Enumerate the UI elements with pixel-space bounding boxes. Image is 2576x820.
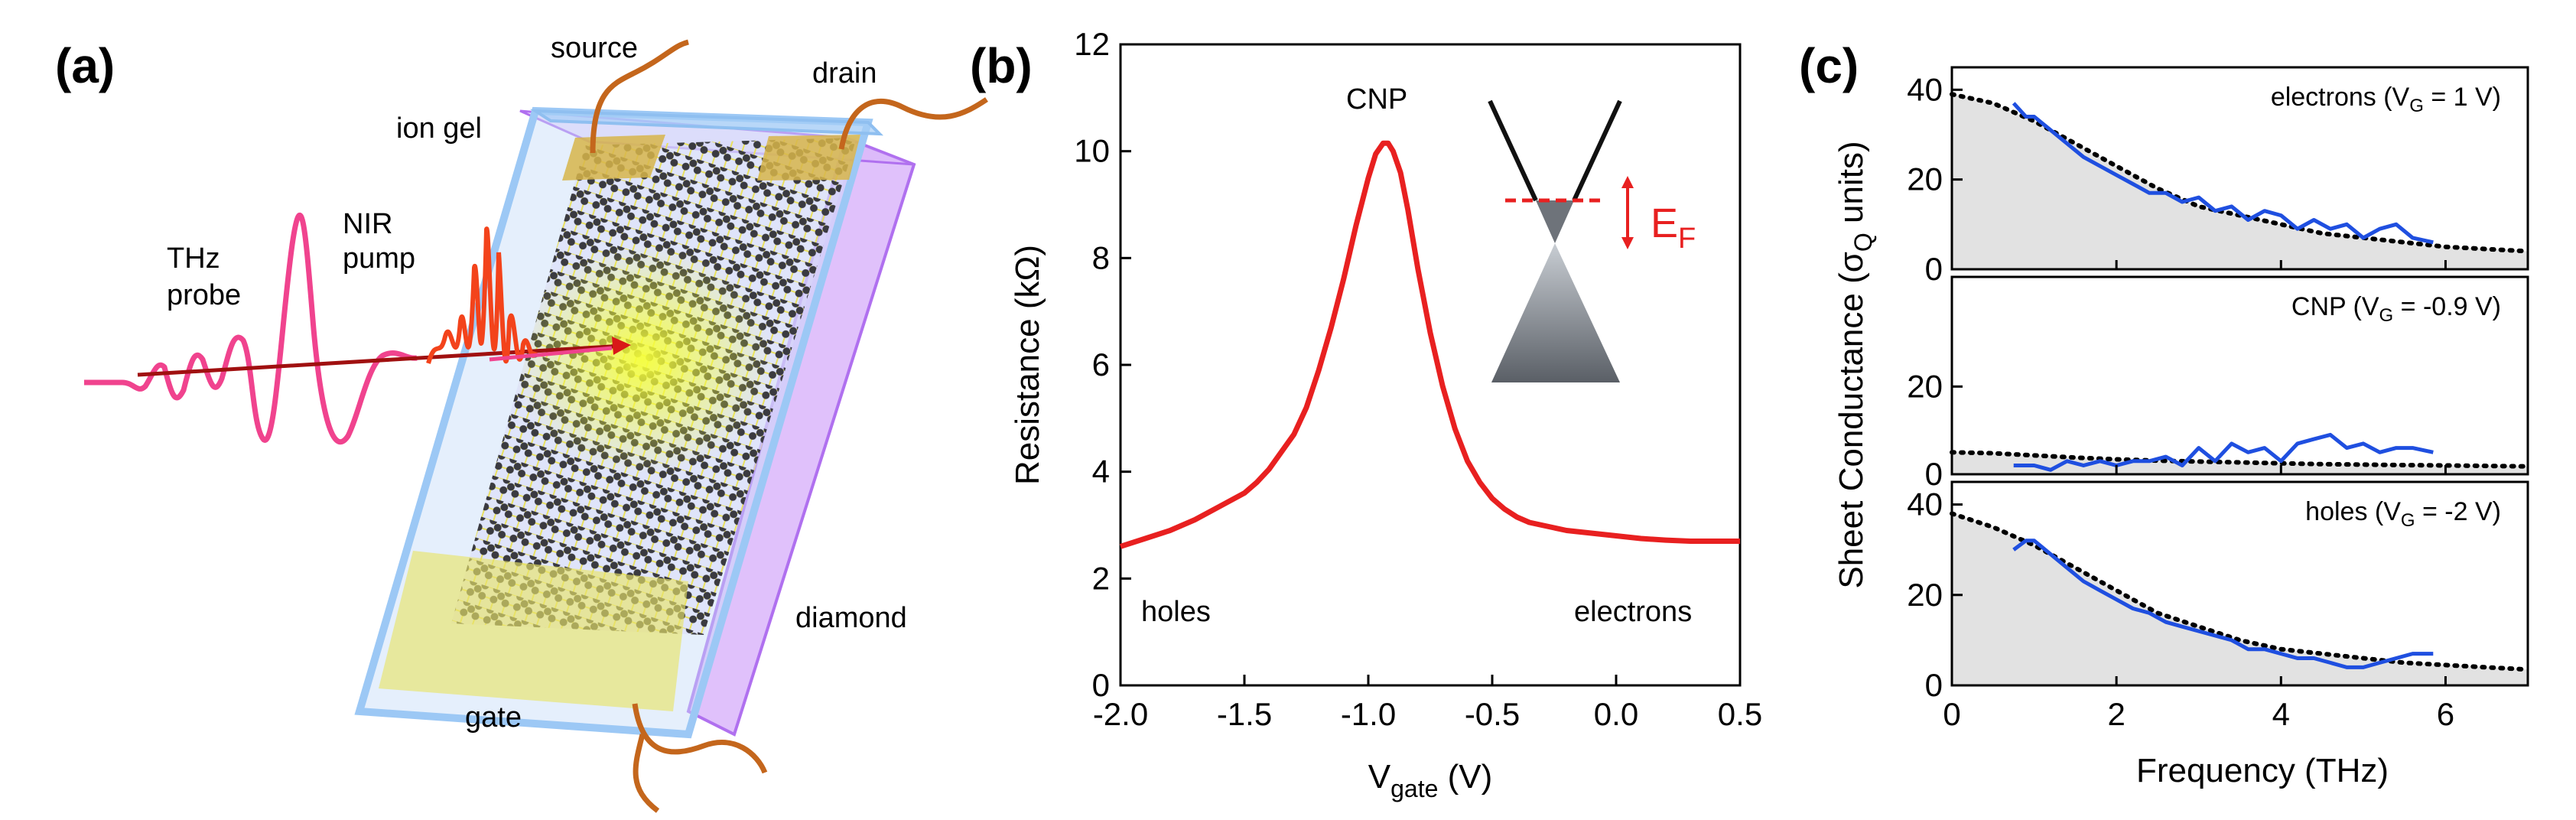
conductance-axis-label: Sheet Conductance (σQ units) [1833,141,1877,588]
resistance-axis-ticks: -2.0 -1.5 -1.0 -0.5 0.0 0.5 0 2 4 6 8 10 12 [1074,26,1762,732]
drain-contact [757,135,860,181]
y-tick-label: 0 [1925,251,1943,287]
x-tick-label: -2.0 [1093,696,1148,732]
gate-contact [379,551,688,711]
dirac-cone-right-edge [1572,99,1622,202]
resistance-axis-label: Resistance (kΩ) [1009,245,1046,485]
y-tick-label: 2 [1092,560,1110,596]
panel-b: (b) -2.0 -1.5 -1.0 -0.5 0.0 0.5 0 2 4 6 8 10 12 EF C… [970,26,1762,802]
subplot-frame [1950,66,2529,271]
y-tick-label: 20 [1907,368,1943,404]
thz-probe-wave [84,213,418,445]
source-wire [590,39,689,154]
fit-area [1952,94,2528,269]
gate-label: gate [465,701,522,734]
x-tick-label: 6 [2437,696,2454,732]
dirac-cone-inset: EF [1488,99,1696,382]
x-tick-label: -1.0 [1341,696,1396,732]
holes-label: holes [1141,596,1211,628]
panel-a: (a) source drain ion gel [55,32,988,813]
diamond-label: diamond [795,602,907,634]
frequency-axis-label: Frequency (THz) [2136,752,2389,789]
x-tick-label: -1.5 [1217,696,1272,732]
dirac-cone-lower [1491,243,1620,382]
y-tick-label: 20 [1907,577,1943,613]
y-tick-label: 10 [1074,133,1110,169]
nir-pump-wave [426,226,538,364]
dirac-cone-left-edge [1488,99,1538,202]
beam-arrow-head [612,337,631,355]
panel-a-label: (a) [55,38,115,93]
gate-voltage-axis-label: Vgate (V) [1368,758,1493,802]
x-tick-label: 4 [2272,696,2290,732]
fit-area [1952,513,2528,685]
fermi-arrow-up [1621,176,1634,188]
fermi-level-label: EF [1651,200,1696,255]
subplot-frame [1950,275,2529,476]
subplot-title-electrons: electrons (VG = 1 V) [2271,83,2501,116]
y-tick-label: 0 [1925,456,1943,492]
fermi-arrow-down [1621,237,1634,249]
y-tick-label: 12 [1074,26,1110,62]
thz-probe-label-1: THz [167,242,220,275]
data-line [2013,432,2434,472]
y-tick-label: 40 [1907,486,1943,522]
y-tick-label: 20 [1907,161,1943,197]
ion-gel-top [529,109,884,136]
x-tick-label: 2 [2107,696,2125,732]
panel-b-label: (b) [970,38,1033,93]
gate-wire [632,703,768,774]
beam-arrow [137,343,624,377]
dirac-cone-filled [1536,200,1574,243]
x-tick-label: 0.5 [1718,696,1762,732]
drain-wire [838,97,988,150]
y-tick-label: 40 [1907,71,1943,107]
conductance-subplot-electrons: 0 20 40 [1907,66,2530,287]
conductance-subplot-cnp: 0 20 [1907,275,2530,492]
y-tick-label: 4 [1092,454,1110,490]
source-contact [562,135,665,181]
subplot-title-holes: holes (VG = -2 V) [2305,497,2501,531]
y-tick-label: 0 [1092,667,1110,703]
subplot-title-cnp: CNP (VG = -0.9 V) [2291,292,2501,326]
x-tick-label: -0.5 [1465,696,1520,732]
x-tick-label: 0 [1943,696,1960,732]
data-line [2012,539,2434,669]
resistance-curve [1119,140,1740,549]
nir-pump-label-1: NIR [343,208,392,240]
subplot-frame [1950,480,2529,687]
drain-label: drain [812,57,877,89]
nir-pump-label-2: pump [343,242,415,275]
pump-arrow [489,346,613,362]
subplot-titles: electrons (VG = 1 V) CNP (VG = -0.9 V) h… [2271,83,2501,531]
source-label: source [551,32,638,64]
conductance-subplot-holes: 0 20 40 0 2 4 6 [1907,480,2530,732]
ion-gel-label: ion gel [396,112,482,145]
cnp-label: CNP [1346,83,1407,116]
data-line [2012,102,2434,245]
resistance-plot-frame [1119,43,1742,687]
electrons-label: electrons [1574,596,1692,628]
y-tick-label: 0 [1925,667,1943,703]
y-tick-label: 8 [1092,239,1110,275]
thz-probe-label-2: probe [167,279,241,311]
y-tick-label: 6 [1092,347,1110,382]
gate-wire-lower [633,734,660,813]
x-tick-label: 0.0 [1594,696,1638,732]
fit-line [1950,450,2530,469]
panel-c-label: (c) [1799,38,1859,93]
